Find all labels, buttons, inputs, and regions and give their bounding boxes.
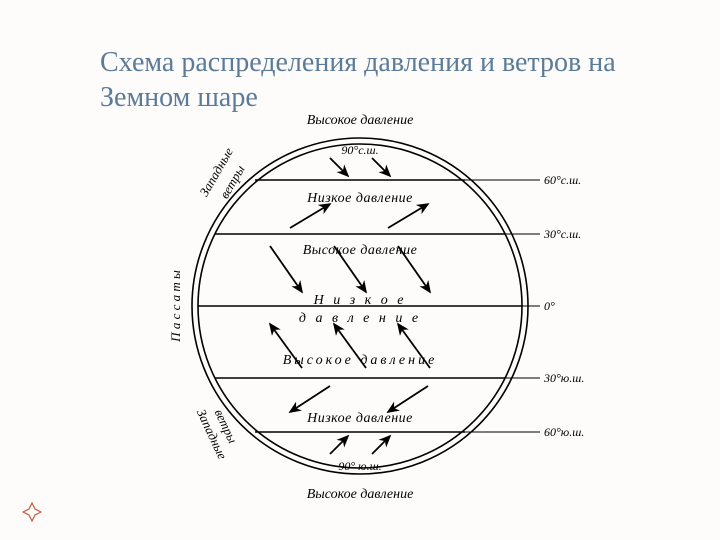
wind-arrow — [388, 386, 428, 412]
latitude-label: 30°с.ш. — [543, 227, 581, 241]
wind-arrow — [388, 204, 428, 228]
page-title: Схема распределения давления и ветров на… — [100, 45, 660, 115]
wind-arrow — [270, 246, 302, 292]
latitude-label: 30°ю.ш. — [543, 371, 584, 385]
polar-arrow-top — [372, 158, 390, 176]
polar-arrow-bottom — [330, 436, 348, 454]
latitude-label: 60°ю.ш. — [544, 425, 584, 439]
latitude-label: 0° — [544, 299, 555, 313]
pressure-band-label: д а в л е н и е — [299, 311, 421, 326]
latitude-label: 60°с.ш. — [544, 173, 581, 187]
diagram-svg: 90°с.ш. 60°с.ш. 30°с.ш. 0° 30°ю.ш. 60°ю.ш. 90°… — [130, 106, 590, 506]
corner-accent-icon — [22, 502, 42, 522]
latitude-label: 90°с.ш. — [341, 143, 378, 157]
cap-label-bottom: Высокое давление — [307, 487, 414, 502]
slide: Схема распределения давления и ветров на… — [0, 0, 720, 540]
pressure-band-label: Н и з к о е — [313, 293, 407, 308]
latitude-label: 90° ю.ш. — [338, 459, 381, 473]
wind-arrow — [290, 386, 330, 412]
wind-name-label: П а с с а т ы — [168, 270, 183, 343]
pressure-wind-diagram: 90°с.ш. 60°с.ш. 30°с.ш. 0° 30°ю.ш. 60°ю.ш. 90°… — [130, 106, 590, 506]
cap-label-top: Высокое давление — [307, 113, 414, 128]
polar-arrow-top — [330, 158, 348, 176]
wind-arrow — [290, 204, 330, 228]
polar-arrow-bottom — [372, 436, 390, 454]
pressure-band-label: Низкое давление — [306, 191, 413, 206]
pressure-band-label: Низкое давление — [306, 411, 413, 426]
